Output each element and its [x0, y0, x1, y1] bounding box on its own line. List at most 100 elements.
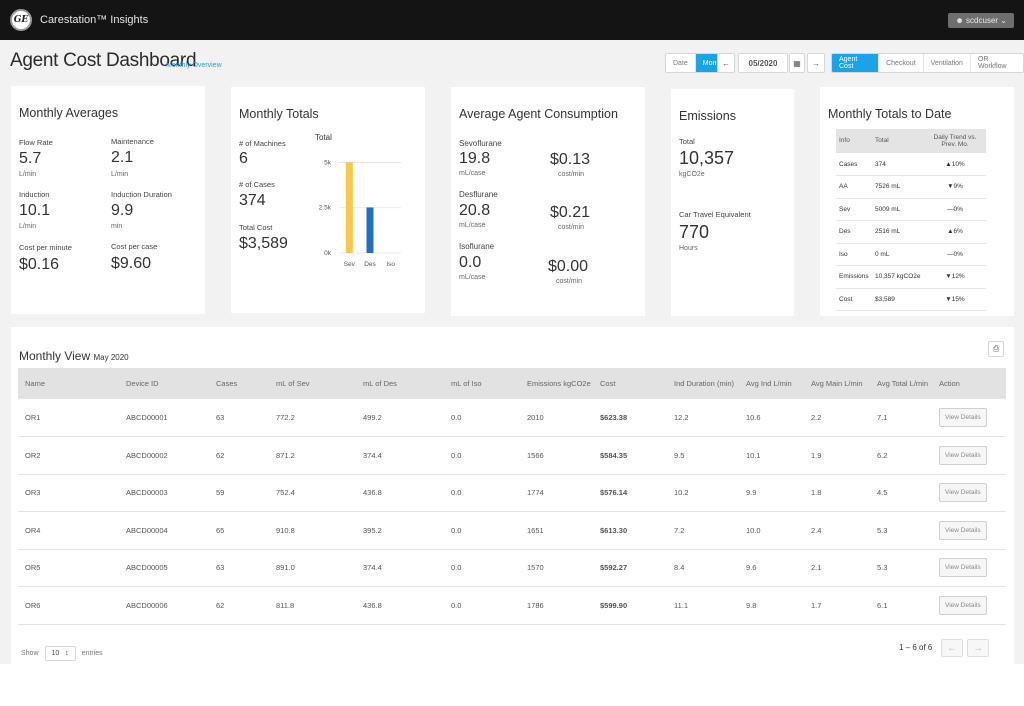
x-tick-label: Sev [344, 261, 356, 268]
view-details-button[interactable]: View Details [939, 445, 987, 465]
row-info: Emissions [836, 265, 872, 289]
cell-des: 374.4 [356, 549, 444, 587]
cell-avg-main: 2.2 [804, 399, 870, 437]
view-details-button[interactable]: View Details [939, 558, 987, 578]
column-header[interactable]: Cases [209, 368, 269, 399]
cell-des: 374.4 [356, 436, 444, 475]
header-daily-trend: Daily Trend vs. Prev. Mo. [924, 129, 986, 153]
column-header[interactable]: Avg Ind L/min [739, 368, 804, 399]
cell-device: ABCD00006 [119, 586, 209, 625]
row-total: 7526 mL [872, 175, 924, 199]
entries-select[interactable]: 10 ↕ [44, 646, 76, 661]
machines-value: 6 [239, 150, 248, 167]
column-header[interactable]: Ind Duration (min) [667, 368, 739, 399]
cell-iso: 0.0 [444, 586, 520, 625]
app-window: GE Carestation™ Insights ☻ scdcuser ⌄ Ag… [0, 0, 1024, 664]
page-subtitle-link[interactable]: Monthly Overview [166, 62, 222, 69]
sevoflurane-cost-unit: cost/min [558, 171, 585, 178]
column-header[interactable]: Cost [593, 368, 667, 399]
column-header[interactable]: Name [18, 368, 119, 399]
calendar-button[interactable]: ▦ [789, 53, 805, 73]
cell-cases: 62 [209, 436, 269, 475]
next-page-button[interactable]: → [967, 639, 989, 657]
view-details-button[interactable]: View Details [939, 483, 987, 503]
tab-or-workflow[interactable]: OR Workflow [977, 56, 1007, 70]
sevoflurane-label: Sevoflurane [459, 139, 502, 148]
table-row: OR1 ABCD00001 63 772.2 499.2 0.0 2010 $623.38 12… [18, 399, 1006, 437]
cell-sev: 811.8 [269, 586, 356, 625]
column-header[interactable]: mL of Des [356, 368, 444, 399]
isoflurane-unit: mL/case [459, 274, 486, 281]
cost-per-case-label: Cost per case [111, 242, 158, 251]
row-info: Cost [836, 288, 872, 311]
tab-agent-cost[interactable]: Agent Cost [832, 54, 880, 72]
monthly-totals-card: Monthly Totals # of Machines 6 # of Case… [231, 87, 425, 313]
cell-cost: $576.14 [593, 474, 667, 512]
bar-des[interactable] [366, 207, 374, 253]
row-total: 10,357 kgCO2e [872, 265, 924, 289]
export-button[interactable]: ⎙ [988, 341, 1004, 357]
cell-iso: 0.0 [444, 549, 520, 587]
chart-title: Total [315, 133, 332, 142]
monthly-view-title: Monthly View May 2020 [19, 349, 129, 363]
tab-ventilation[interactable]: Ventilation [924, 54, 971, 72]
column-header[interactable]: Action [932, 368, 1006, 399]
view-details-button[interactable]: View Details [939, 595, 987, 615]
user-menu-button[interactable]: ☻ scdcuser ⌄ [948, 12, 1014, 28]
pagination-info: 1 – 6 of 6 [899, 643, 933, 652]
cell-des: 499.2 [356, 399, 444, 437]
dashboard-header: Agent Cost Dashboard Monthly Overview Da… [0, 40, 1024, 86]
tab-checkout[interactable]: Checkout [879, 54, 924, 72]
cell-sev: 871.2 [269, 436, 356, 475]
maintenance-unit: L/min [111, 171, 129, 178]
emissions-card: Emissions Total 10,357 kgCO2e Car Travel… [671, 89, 794, 316]
totals-to-date-row: Cases 374 ▲10% [836, 153, 986, 176]
cell-iso: 0.0 [444, 399, 520, 437]
sevoflurane-cost: $0.13 [550, 151, 591, 168]
bar-sev[interactable] [345, 162, 353, 253]
cell-avg-ind: 10.1 [739, 436, 804, 475]
cell-action: View Details [932, 436, 1006, 475]
cell-ind-dur: 8.4 [667, 549, 739, 587]
emissions-title: Emissions [679, 109, 736, 123]
totals-to-date-row: Emissions 10,357 kgCO2e ▼12% [836, 265, 986, 289]
cell-cost: $599.90 [593, 586, 667, 625]
header-total: Total [872, 129, 924, 153]
column-header[interactable]: Emissions kgCO2e [520, 368, 593, 399]
cell-name: OR1 [18, 399, 119, 437]
prev-month-button[interactable]: ← [717, 53, 735, 73]
header-info: Info [836, 129, 872, 153]
cases-label: # of Cases [239, 180, 275, 189]
date-picker-input[interactable]: 05/2020 [738, 53, 788, 73]
column-header[interactable]: Device ID [119, 368, 209, 399]
column-header[interactable]: Avg Main L/min [804, 368, 870, 399]
view-details-button[interactable]: View Details [939, 520, 987, 540]
ge-logo-icon: GE [10, 9, 32, 31]
cell-avg-main: 1.8 [804, 474, 870, 512]
column-header[interactable]: mL of Sev [269, 368, 356, 399]
total-cost-label: Total Cost [239, 223, 273, 232]
cell-ind-dur: 9.5 [667, 436, 739, 475]
next-month-button[interactable]: → [807, 53, 825, 73]
maintenance-value: 2.1 [111, 149, 134, 166]
arrow-right-icon: → [812, 58, 820, 68]
induction-value: 10.1 [19, 202, 51, 219]
column-header[interactable]: Avg Total L/min [870, 368, 932, 399]
prev-page-button[interactable]: ← [941, 639, 963, 657]
view-details-button[interactable]: View Details [939, 408, 987, 427]
cell-device: ABCD00002 [119, 436, 209, 475]
agent-consumption-title: Average Agent Consumption [459, 107, 618, 121]
arrow-left-icon: ← [947, 642, 957, 654]
y-tick-label: 0k [324, 250, 332, 257]
cell-emissions: 1786 [520, 586, 593, 625]
row-total: 5009 mL [872, 198, 924, 221]
period-date-button[interactable]: Date [666, 54, 696, 72]
cell-emissions: 1774 [520, 474, 593, 512]
cell-sev: 772.2 [269, 399, 356, 437]
cell-iso: 0.0 [444, 511, 520, 550]
cell-avg-ind: 10.6 [739, 399, 804, 437]
column-header[interactable]: mL of Iso [444, 368, 520, 399]
cell-ind-dur: 12.2 [667, 399, 739, 437]
cell-emissions: 1570 [520, 549, 593, 587]
row-info: AA [836, 175, 872, 199]
